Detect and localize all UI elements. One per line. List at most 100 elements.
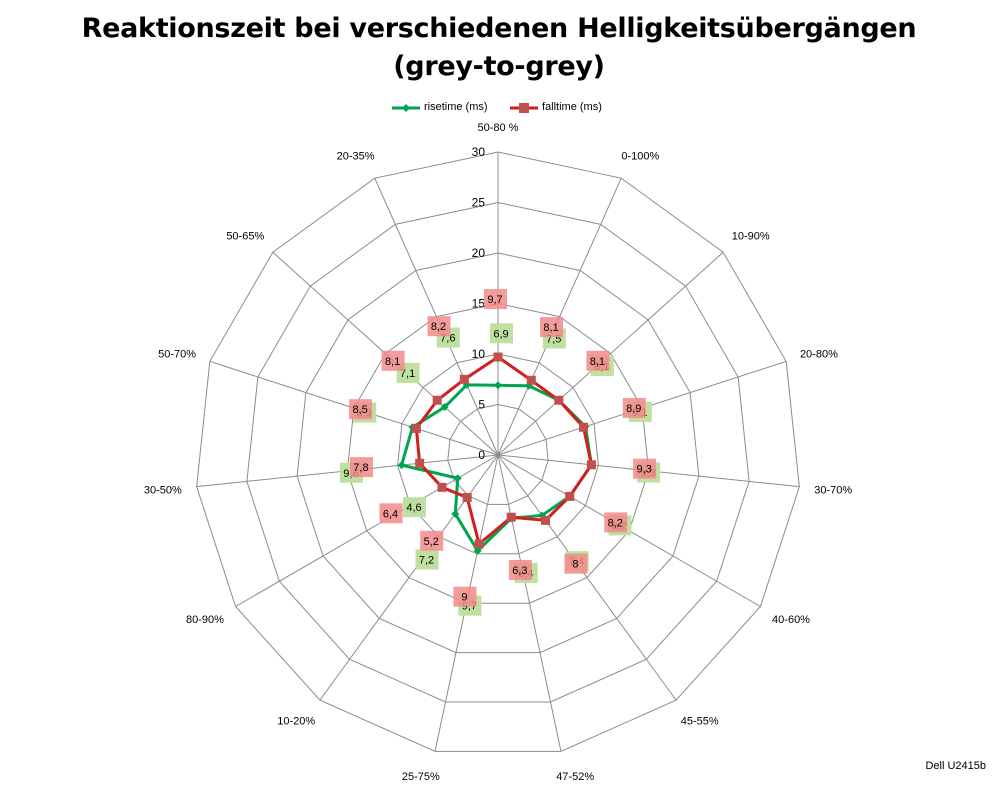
category-label: 10-20% <box>277 715 315 727</box>
data-point-falltime <box>540 515 550 525</box>
data-label-falltime: 9 <box>461 592 467 604</box>
data-label-falltime: 6,4 <box>383 508 398 520</box>
category-label: 50-80 % <box>478 122 519 134</box>
grid-ring <box>346 302 650 604</box>
data-label-box-falltime <box>586 350 610 371</box>
category-label: 50-65% <box>226 231 264 243</box>
data-point-falltime <box>474 539 484 549</box>
data-point-falltime <box>462 492 472 502</box>
data-point-falltime <box>432 395 442 405</box>
tick-label: 0 <box>478 448 485 462</box>
data-label-box-falltime <box>633 458 657 479</box>
data-label-falltime: 8,1 <box>385 356 400 368</box>
grid-spoke <box>497 454 562 752</box>
category-label: 30-50% <box>144 484 182 496</box>
grid-ring <box>246 201 750 703</box>
legend-marker-risetime <box>392 104 420 112</box>
data-point-falltime <box>415 458 425 468</box>
data-point-risetime <box>494 381 502 390</box>
tick-label: 20 <box>472 246 486 260</box>
data-label-falltime: 6,3 <box>512 565 527 577</box>
legend-label-risetime: risetime (ms) <box>424 101 488 113</box>
legend-marker-falltime <box>510 103 538 113</box>
data-label-falltime: 8 <box>572 559 578 571</box>
data-label-box-risetime <box>402 497 426 518</box>
data-label-box-falltime <box>564 553 588 574</box>
category-label: 20-80% <box>800 349 838 361</box>
tick-label: 15 <box>472 297 486 311</box>
data-label-falltime: 9,7 <box>487 294 502 306</box>
category-label: 50-70% <box>158 349 196 361</box>
tick-label: 5 <box>478 398 485 412</box>
tick-label: 10 <box>472 347 486 361</box>
chart-title-line1: Reaktionszeit bei verschiedenen Helligke… <box>81 13 917 44</box>
data-label-box-falltime <box>420 530 444 551</box>
data-label-falltime: 8,2 <box>431 321 446 333</box>
category-label: 40-60% <box>772 614 810 626</box>
data-label-falltime: 8,1 <box>590 356 605 368</box>
data-label-box-falltime <box>508 560 532 581</box>
category-label: 10-90% <box>732 231 770 243</box>
data-label-risetime: 7,2 <box>419 555 434 567</box>
chart-title-line2: (grey-to-grey) <box>393 51 605 82</box>
data-label-falltime: 7,8 <box>353 462 368 474</box>
data-point-falltime <box>437 482 447 492</box>
data-label-box-falltime <box>349 457 373 478</box>
grid-spoke <box>497 454 677 701</box>
data-label-box-falltime <box>484 289 507 310</box>
grid-ring <box>196 151 800 752</box>
data-label-falltime: 8,1 <box>543 322 558 334</box>
category-label: 20-35% <box>337 150 375 162</box>
data-point-falltime <box>586 460 596 470</box>
chart-title: Reaktionszeit bei verschiedenen Helligke… <box>0 10 998 86</box>
category-label: 0-100% <box>621 150 659 162</box>
data-point-falltime <box>526 375 536 385</box>
data-point-risetime <box>397 461 406 470</box>
category-label: 47-52% <box>556 771 594 783</box>
category-label: 30-70% <box>814 484 852 496</box>
data-label-box-falltime <box>540 317 564 338</box>
data-point-falltime <box>459 374 469 384</box>
data-label-box-falltime <box>349 399 373 420</box>
category-label: 80-90% <box>186 614 224 626</box>
data-label-box-falltime <box>453 586 477 607</box>
data-point-falltime <box>554 395 564 405</box>
data-point-risetime <box>440 403 449 412</box>
data-label-risetime: 6,9 <box>493 328 508 340</box>
data-point-risetime <box>453 474 462 483</box>
data-label-risetime: 7,1 <box>400 368 415 380</box>
grid-spoke <box>497 251 724 456</box>
grid-ring <box>296 252 700 654</box>
grid-ring <box>447 403 549 505</box>
data-label-box-falltime <box>622 397 646 418</box>
tick-label: 25 <box>472 196 486 210</box>
footer-label: Dell U2415b <box>925 760 986 772</box>
grid-ring <box>397 353 599 555</box>
data-label-box-falltime <box>604 512 628 533</box>
data-point-risetime <box>473 546 482 555</box>
data-point-falltime <box>565 491 575 501</box>
data-point-falltime <box>578 422 588 432</box>
grid-spoke <box>319 454 499 701</box>
series-line-falltime <box>414 355 594 547</box>
tick-label: 30 <box>472 145 486 159</box>
data-point-falltime <box>506 512 516 522</box>
grid-spoke <box>497 177 622 456</box>
data-label-falltime: 9,3 <box>636 464 651 476</box>
grid-spoke <box>235 454 499 607</box>
data-label-falltime: 8,2 <box>608 517 623 529</box>
data-label-falltime: 8,9 <box>626 403 641 415</box>
category-label: 25-75% <box>402 771 440 783</box>
category-label: 45-55% <box>681 715 719 727</box>
data-label-box-falltime <box>379 503 403 524</box>
data-label-box-risetime <box>415 549 439 570</box>
data-label-falltime: 5,2 <box>424 536 439 548</box>
data-point-risetime <box>451 509 460 518</box>
legend-label-falltime: falltime (ms) <box>542 101 602 113</box>
data-label-box-falltime <box>381 350 405 371</box>
data-point-falltime <box>411 423 421 433</box>
data-label-box-falltime <box>427 316 451 337</box>
data-label-risetime: 4,6 <box>406 502 421 514</box>
data-label-box-risetime <box>490 323 513 344</box>
